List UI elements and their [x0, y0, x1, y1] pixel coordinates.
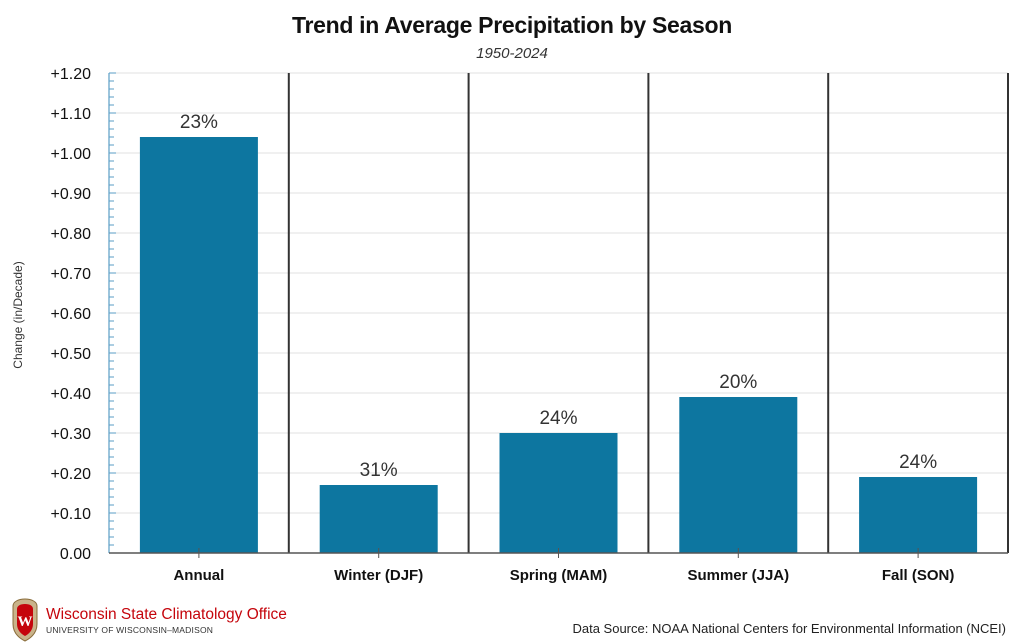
- data-label: 23%: [180, 112, 218, 133]
- bar: [139, 137, 258, 553]
- bars: [139, 137, 978, 553]
- y-tick-label: +0.40: [51, 386, 92, 403]
- wsco-logo: W Wisconsin State Climatology Office UNI…: [10, 598, 310, 642]
- y-tick-label: +0.60: [51, 306, 92, 323]
- data-label: 24%: [539, 408, 577, 429]
- y-tick-label: +0.50: [51, 346, 92, 363]
- y-tick-label: +1.10: [51, 106, 92, 123]
- data-label: 24%: [899, 452, 937, 473]
- data-source: Data Source: NOAA National Centers for E…: [572, 621, 1006, 636]
- bar-chart: 0.00 +0.10 +0.20 +0.30 +0.40 +0.50 +0.60 +0.70 +…: [51, 66, 1009, 584]
- x-tick-label: Winter (DJF): [334, 567, 423, 584]
- y-tick-label: +1.00: [51, 146, 92, 163]
- y-tick-labels: 0.00 +0.10 +0.20 +0.30 +0.40 +0.50 +0.60 +0.70 +…: [51, 66, 92, 563]
- org-name: Wisconsin State Climatology Office: [46, 606, 287, 623]
- x-tick-label: Fall (SON): [882, 567, 955, 584]
- x-tick-label: Summer (JJA): [687, 567, 789, 584]
- data-label: 20%: [719, 372, 757, 393]
- axes: [108, 72, 1008, 558]
- y-tick-label: +0.70: [51, 266, 92, 283]
- chart-title: Trend in Average Precipitation by Season: [291, 12, 733, 38]
- data-labels: 23% 31% 24% 20% 24%: [180, 112, 937, 481]
- svg-text:W: W: [18, 614, 33, 630]
- bar: [499, 433, 618, 553]
- bar: [319, 485, 438, 553]
- bar: [679, 397, 798, 553]
- x-tick-labels: Annual Winter (DJF) Spring (MAM) Summer (JJ…: [173, 567, 954, 584]
- y-tick-label: +0.10: [51, 506, 92, 523]
- chart-subtitle: 1950-2024: [476, 45, 548, 62]
- y-tick-label: +0.30: [51, 426, 92, 443]
- x-tick-label: Annual: [173, 567, 224, 584]
- y-tick-label: +0.80: [51, 226, 92, 243]
- category-separators: [287, 73, 1009, 553]
- y-tick-label: +0.20: [51, 466, 92, 483]
- data-label: 31%: [360, 460, 398, 481]
- x-tick-label: Spring (MAM): [510, 567, 607, 584]
- uw-crest-icon: W: [12, 598, 38, 642]
- y-tick-label: +1.20: [51, 66, 92, 83]
- y-tick-label: 0.00: [60, 546, 91, 563]
- bar: [859, 477, 978, 553]
- y-tick-label: +0.90: [51, 186, 92, 203]
- org-university: UNIVERSITY OF WISCONSIN–MADISON: [46, 625, 214, 635]
